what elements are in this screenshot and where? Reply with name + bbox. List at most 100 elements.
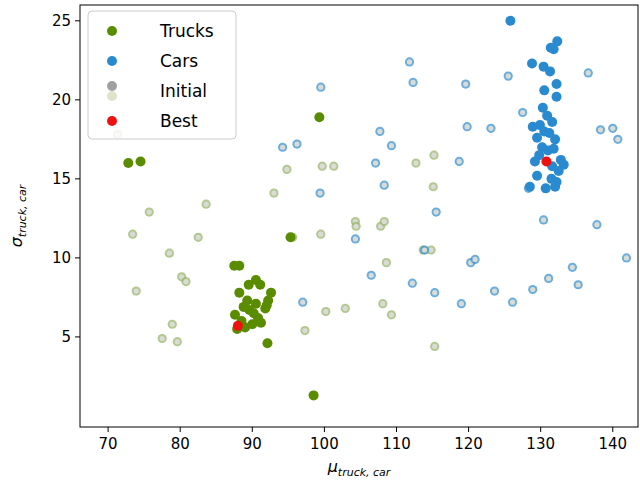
legend-label: Initial: [160, 81, 207, 101]
point: [544, 274, 553, 283]
point-center: [465, 124, 470, 129]
point: [234, 288, 244, 298]
point-center: [382, 183, 387, 188]
point: [541, 156, 551, 166]
point-center: [369, 273, 374, 278]
point: [408, 279, 417, 288]
x-tick-label: 110: [382, 435, 411, 453]
point: [309, 390, 319, 400]
point: [504, 72, 513, 81]
point-ring: [528, 285, 537, 294]
legend-label: Best: [160, 111, 198, 131]
point-center: [510, 300, 515, 305]
point: [249, 308, 259, 318]
point: [608, 124, 617, 133]
legend-label: Trucks: [159, 21, 214, 41]
point-ring: [371, 158, 380, 167]
chart-container: 708090100110120130140510152025μtruck, ca…: [0, 0, 640, 482]
point: [316, 83, 325, 92]
legend-marker: [107, 26, 117, 36]
point-ring: [165, 249, 174, 258]
y-tick: [75, 178, 80, 179]
point-ring: [351, 234, 360, 243]
point-ring: [380, 217, 389, 226]
point: [541, 183, 551, 193]
y-tick-label: 15: [52, 170, 71, 188]
point-center: [428, 247, 433, 252]
point-ring: [367, 271, 376, 280]
point-center: [431, 153, 436, 158]
point-center: [598, 127, 603, 132]
x-tick-label: 90: [243, 435, 262, 453]
x-tick: [612, 427, 613, 432]
point-ring: [430, 288, 439, 297]
point: [282, 165, 291, 174]
point: [508, 298, 517, 307]
point: [584, 68, 593, 77]
x-tick: [108, 427, 109, 432]
point: [554, 166, 564, 176]
point-center: [410, 80, 415, 85]
point: [613, 135, 622, 144]
point-center: [492, 288, 497, 293]
point: [461, 79, 470, 88]
point: [262, 300, 272, 310]
point-center: [457, 159, 462, 164]
point: [552, 79, 562, 89]
point: [432, 207, 441, 216]
point: [202, 200, 211, 209]
point: [525, 182, 535, 192]
y-tick: [75, 20, 80, 21]
point-ring: [202, 200, 211, 209]
point-ring: [608, 124, 617, 133]
point-ring: [194, 233, 203, 242]
x-axis-label-symbol: μ: [327, 457, 338, 476]
point-ring: [490, 286, 499, 295]
point-center: [530, 287, 535, 292]
point-ring: [352, 222, 361, 231]
point-center: [343, 306, 348, 311]
point: [470, 255, 479, 264]
point: [128, 230, 137, 239]
point-center: [271, 190, 276, 195]
point-center: [546, 276, 551, 281]
point-center: [170, 322, 175, 327]
point: [457, 299, 466, 308]
point-center: [459, 301, 464, 306]
point: [286, 232, 296, 242]
point-center: [432, 290, 437, 295]
point-center: [431, 184, 436, 189]
point-ring: [508, 298, 517, 307]
point: [145, 207, 154, 216]
point: [292, 139, 301, 148]
point-center: [407, 59, 412, 64]
point: [351, 234, 360, 243]
point: [262, 338, 272, 348]
point-ring: [539, 215, 548, 224]
point: [429, 182, 438, 191]
point-ring: [420, 245, 429, 254]
point-center: [472, 257, 477, 262]
point-ring: [432, 207, 441, 216]
point-center: [175, 339, 180, 344]
point: [329, 162, 338, 171]
point-center: [294, 141, 299, 146]
point: [380, 181, 389, 190]
point-ring: [382, 258, 391, 267]
point: [158, 334, 167, 343]
point-ring: [429, 151, 438, 160]
point-center: [382, 219, 387, 224]
point: [123, 158, 133, 168]
point-center: [434, 209, 439, 214]
point: [255, 280, 265, 290]
point-center: [331, 164, 336, 169]
point-center: [586, 70, 591, 75]
point-ring: [145, 207, 154, 216]
point-ring: [622, 253, 631, 262]
point: [596, 125, 605, 134]
point-ring: [387, 310, 396, 319]
legend-marker: [107, 56, 117, 66]
point: [532, 133, 542, 143]
point: [136, 156, 146, 166]
legend-label: Cars: [160, 51, 198, 71]
